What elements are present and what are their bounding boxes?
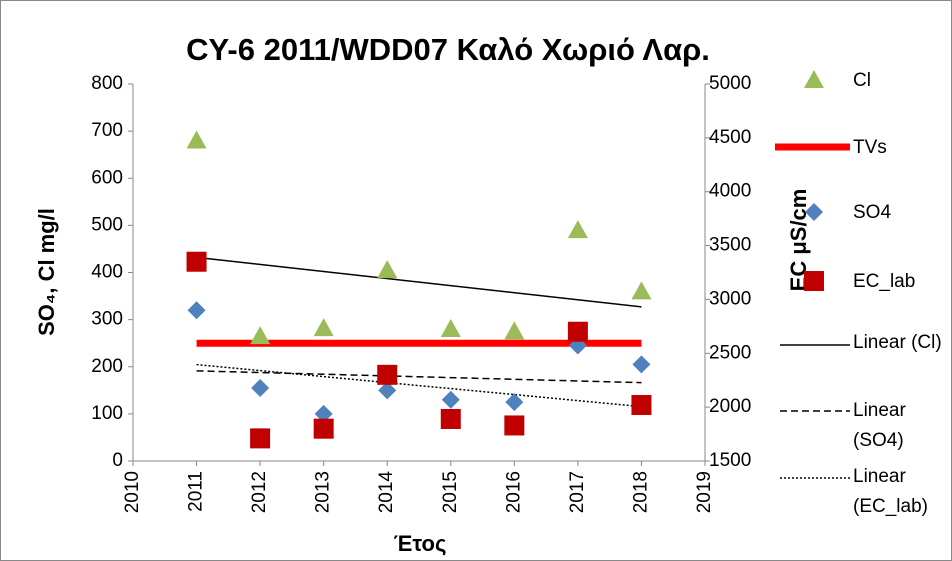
y2-tick-label: 5000: [709, 73, 751, 94]
y-tick-label: 800: [91, 73, 123, 94]
point: [567, 220, 588, 239]
x-tick-label: 2018: [630, 471, 651, 513]
legend-label: Linear (Cl): [853, 332, 942, 353]
point: [504, 415, 525, 436]
x-tick-label: 2013: [313, 471, 334, 513]
legend-label: Linear (SO4): [853, 400, 906, 451]
legend-key: [805, 203, 823, 221]
point: [377, 364, 398, 385]
y2-tick-label: 3500: [709, 235, 751, 256]
point: [631, 394, 652, 415]
x-axis-label: Έτος: [394, 531, 447, 556]
y-tick-label: 600: [91, 167, 123, 188]
point: [378, 381, 397, 400]
y-axis-label: SO₄, Cl mg/l: [34, 208, 59, 336]
x-tick-label: 2011: [186, 471, 207, 512]
point: [505, 393, 524, 412]
y2-tick-label: 2500: [709, 342, 751, 363]
point: [440, 319, 461, 338]
legend-label: SO4: [853, 202, 892, 223]
point: [377, 260, 398, 279]
point: [313, 418, 334, 439]
point: [313, 318, 334, 337]
chart-title: CY-6 2011/WDD07 Καλό Χωριό Λαρ.: [186, 32, 710, 67]
y-tick-label: 500: [91, 214, 123, 235]
legend-key: [804, 271, 824, 291]
point: [186, 251, 207, 272]
y2-tick-label: 4000: [709, 181, 751, 202]
point: [441, 390, 460, 409]
y2-tick-label: 1500: [709, 450, 751, 471]
x-tick-label: 2015: [440, 471, 461, 513]
y2-tick-label: 2000: [709, 396, 751, 417]
legend-label: Linear (EC_lab): [853, 466, 928, 517]
point: [186, 130, 207, 149]
y2-tick-label: 4500: [709, 127, 751, 148]
legend-label: Cl: [853, 70, 871, 91]
point: [187, 301, 206, 320]
point: [251, 378, 270, 397]
y2-tick-label: 3000: [709, 288, 751, 309]
trendline: [196, 363, 642, 408]
x-tick-label: 2017: [567, 471, 588, 513]
trendline: [196, 370, 642, 384]
x-tick-label: 2019: [694, 471, 715, 513]
y-tick-label: 0: [112, 450, 123, 471]
legend-label: EC_lab: [853, 271, 916, 292]
point: [631, 281, 652, 300]
legend-key: [804, 70, 824, 88]
y-tick-label: 700: [91, 120, 123, 141]
x-tick-label: 2012: [249, 471, 270, 513]
point: [250, 326, 271, 345]
x-tick-label: 2010: [122, 471, 143, 513]
y-tick-label: 300: [91, 309, 123, 330]
y-tick-label: 400: [91, 262, 123, 283]
point: [314, 404, 333, 423]
trendline: [196, 256, 642, 308]
x-tick-label: 2014: [376, 471, 397, 514]
point: [440, 408, 461, 429]
point: [250, 428, 271, 449]
point: [504, 321, 525, 340]
x-tick-label: 2016: [503, 471, 524, 513]
y-tick-label: 100: [91, 403, 123, 424]
point: [632, 355, 651, 374]
y-tick-label: 200: [91, 356, 123, 377]
legend-label: TVs: [853, 137, 887, 158]
point: [567, 321, 588, 342]
